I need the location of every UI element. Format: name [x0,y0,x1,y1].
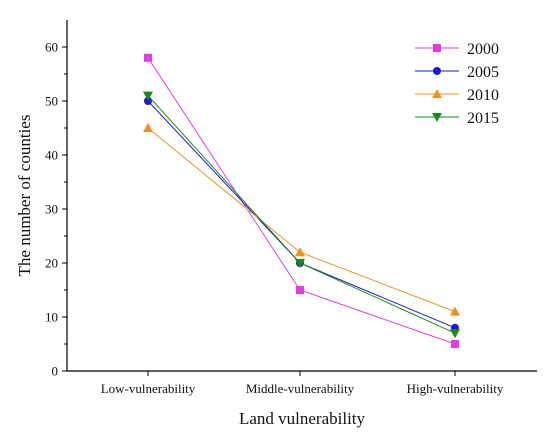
y-tick-label: 20 [45,256,58,271]
data-point [296,286,304,294]
y-tick-label: 50 [45,94,58,109]
data-point [450,306,460,316]
legend-label: 2000 [467,41,499,58]
legend-item: 2010 [415,87,499,104]
data-point [295,247,305,257]
legend-label: 2010 [467,87,499,104]
legend: 2000 2005 2010 2015 [415,41,499,127]
data-point [451,340,459,348]
x-axis-title: Land vulnerability [239,409,366,428]
x-tick-label: High-vulnerability [407,381,504,396]
axes [66,20,537,372]
y-tick-label: 30 [45,202,58,217]
legend-item: 2000 [415,41,499,58]
legend-marker [433,67,441,75]
y-tick-label: 60 [45,40,58,55]
series-group [143,53,460,348]
legend-marker [433,44,441,52]
series-2015 [143,91,460,339]
series-line [147,95,456,334]
legend-label: 2015 [467,110,499,127]
data-point [144,97,152,105]
y-tick-label: 0 [52,364,59,379]
x-tick-label: Middle-vulnerability [246,381,355,396]
legend-label: 2005 [467,64,499,81]
series-2005 [144,97,459,332]
x-tick-label: Low-vulnerability [101,381,196,396]
data-point [144,53,152,62]
data-point [295,259,305,268]
y-tick-label: 40 [45,148,58,163]
legend-marker [432,113,442,122]
y-tick-label: 10 [45,310,58,325]
series-2000 [144,53,459,348]
data-point [143,123,153,132]
legend-marker [432,89,442,98]
y-axis-title: The number of counties [15,115,34,277]
data-point [450,329,460,339]
x-axis-ticks: Low-vulnerability Middle-vulnerability Hig… [101,371,504,396]
legend-item: 2015 [415,110,499,127]
series-line [147,57,456,345]
data-point [143,91,153,101]
series-2010 [143,123,460,316]
series-line [147,127,456,313]
y-axis-ticks: 0 10 20 30 40 50 60 [45,40,67,379]
legend-item: 2005 [415,64,499,81]
